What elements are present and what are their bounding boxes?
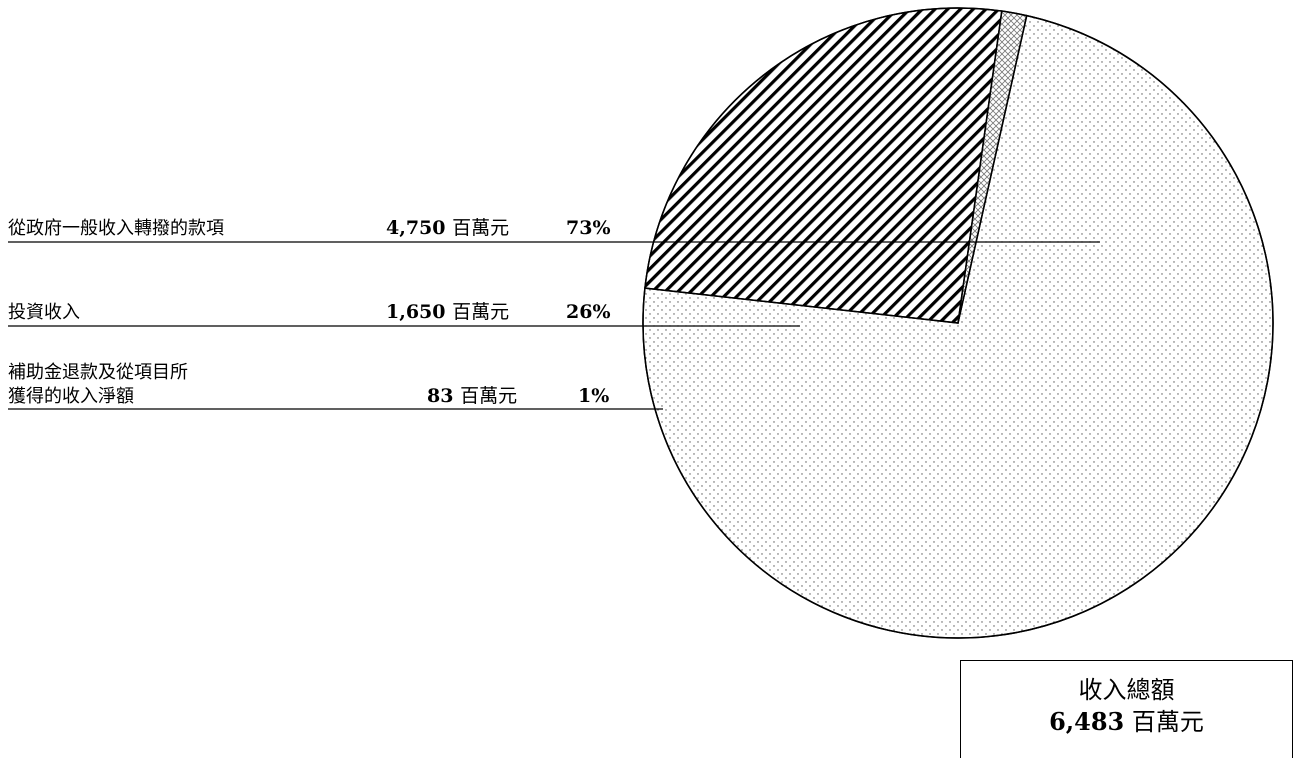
slice-label-grant-refunds-line2: 獲得的收入淨額 — [8, 386, 134, 407]
slice-percent-investment: 26% — [566, 301, 611, 323]
total-unit: 百萬元 — [1131, 708, 1204, 736]
amount-value: 4,750 — [386, 217, 446, 239]
total-income-box: 收入總額 6,483 百萬元 — [960, 660, 1293, 758]
total-value: 6,483 — [1049, 707, 1125, 736]
pie-outline — [642, 7, 1274, 639]
total-title: 收入總額 — [1078, 676, 1175, 704]
amount-value: 83 — [427, 385, 454, 407]
slice-label-grant-refunds-line1: 補助金退款及從項目所 — [8, 362, 188, 383]
slice-label-investment: 投資收入 — [8, 302, 80, 323]
slice-amount-government: 4,750 百萬元 — [386, 217, 509, 240]
slice-percent-government: 73% — [566, 217, 611, 239]
slice-amount-investment: 1,650 百萬元 — [386, 301, 509, 324]
leader-lines — [8, 241, 1100, 410]
amount-unit: 百萬元 — [452, 301, 510, 323]
amount-value: 1,650 — [386, 301, 446, 323]
slice-amount-grant-refunds: 83 百萬元 — [427, 385, 517, 408]
pie-slices — [642, 7, 1274, 639]
slice-label-government: 從政府一般收入轉撥的款項 — [8, 218, 224, 239]
pie-slice-investment — [644, 7, 1003, 324]
amount-unit: 百萬元 — [460, 385, 518, 407]
slice-percent-grant-refunds: 1% — [578, 385, 610, 407]
total-amount: 6,483 百萬元 — [961, 706, 1292, 738]
amount-unit: 百萬元 — [452, 217, 510, 239]
